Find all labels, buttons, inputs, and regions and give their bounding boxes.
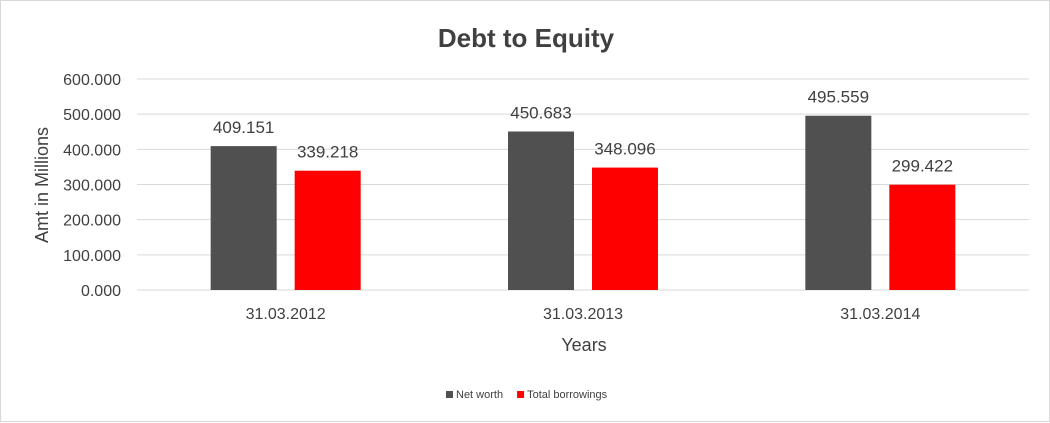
bar-total-borrowings: [294, 170, 361, 290]
bar-net-worth: [805, 115, 872, 290]
x-category-label: 31.03.2014: [840, 306, 920, 323]
x-category-label: 31.03.2012: [246, 306, 326, 323]
bar-total-borrowings: [889, 184, 956, 290]
data-label: 409.151: [213, 118, 274, 137]
data-label: 339.218: [297, 143, 358, 162]
legend-label: Total borrowings: [527, 389, 608, 401]
legend-label: Net worth: [456, 389, 503, 401]
y-tick-label: 200.000: [63, 213, 121, 230]
legend-swatch: [517, 391, 525, 398]
y-tick-label: 300.000: [63, 178, 121, 195]
bar-total-borrowings: [592, 167, 658, 290]
legend: Net worth Total borrowings: [446, 389, 608, 401]
bars: [210, 115, 956, 290]
legend-item: Total borrowings: [517, 389, 608, 401]
bar-net-worth: [508, 131, 574, 290]
y-tick-label: 600.000: [63, 72, 121, 89]
x-axis-categories: 31.03.2012 31.03.2013 31.03.2014: [246, 306, 921, 323]
data-label: 495.559: [808, 88, 869, 107]
y-tick-label: 0.000: [81, 283, 121, 300]
x-axis-title: Years: [561, 335, 606, 355]
data-label: 348.096: [594, 140, 655, 159]
legend-item: Net worth: [446, 389, 503, 401]
chart-title: Debt to Equity: [438, 23, 615, 53]
y-tick-label: 400.000: [63, 142, 121, 159]
y-axis-title: Amt in Millions: [32, 127, 52, 243]
data-labels: 409.151 339.218 450.683 348.096 495.559 299.4…: [213, 88, 953, 176]
legend-swatch: [446, 391, 453, 398]
x-category-label: 31.03.2013: [543, 306, 623, 323]
bar-net-worth: [210, 146, 277, 290]
y-tick-label: 500.000: [63, 107, 121, 124]
y-tick-label: 100.000: [63, 248, 121, 265]
y-axis-ticks: 0.000 100.000 200.000 300.000 400.000 500.000…: [63, 72, 121, 300]
data-label: 450.683: [510, 104, 571, 123]
data-label: 299.422: [892, 157, 953, 176]
gridlines: [137, 78, 1029, 291]
